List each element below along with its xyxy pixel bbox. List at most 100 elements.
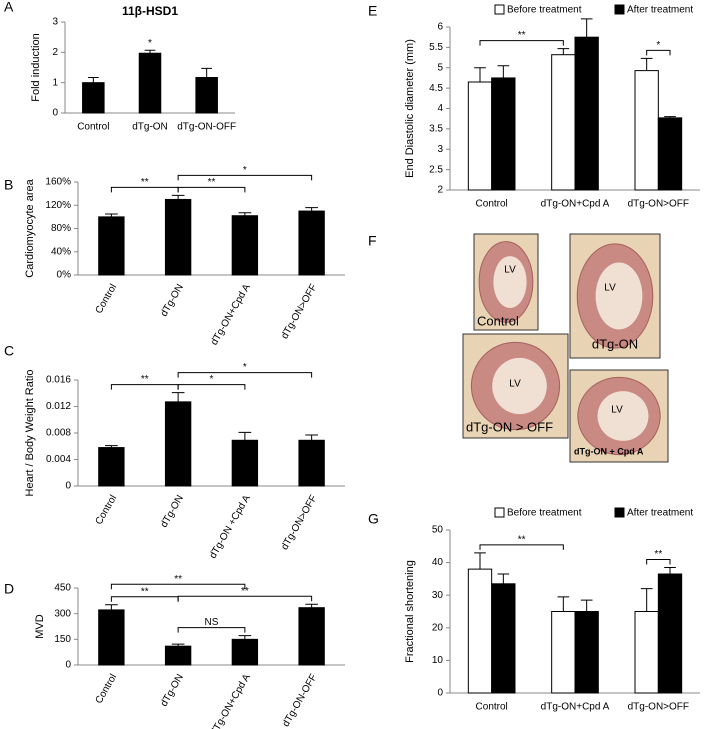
significance-bracket [177, 372, 313, 378]
legend-label: Before treatment [507, 508, 582, 519]
x-tick-label: dTg-ON+Cpd A [209, 282, 253, 347]
error-bar [474, 552, 486, 570]
error-bar [640, 57, 653, 71]
x-tick-label: dTg-ON +Cpd A [208, 493, 253, 561]
bar [164, 645, 192, 666]
x-tick-label: dTg-ON>OFF [628, 702, 689, 713]
error-bar [557, 596, 570, 612]
x-tick-label: dTg-ON>OFF [628, 199, 689, 210]
legend-label: Before treatment [507, 5, 582, 16]
bar [231, 439, 259, 487]
x-tick-label: dTg-ON+Cpd A [541, 199, 610, 210]
error-bar [238, 635, 252, 640]
x-tick-label: Control [94, 282, 120, 315]
significance-bracket [110, 583, 246, 590]
bar [491, 583, 516, 694]
significance: ** [518, 534, 526, 545]
bar [298, 439, 325, 487]
error-bar [238, 212, 252, 216]
image-label: LV [611, 405, 623, 416]
bar [298, 607, 325, 666]
x-tick-label: dTg-ON [159, 672, 186, 708]
significance-bracket [479, 544, 564, 550]
y-tick-label: 0.016 [46, 375, 71, 386]
panel-letter: G [368, 511, 379, 527]
bar [574, 611, 599, 694]
panel-letter: C [4, 343, 14, 359]
significance-bracket [177, 595, 313, 602]
bar [98, 609, 125, 666]
bar [231, 638, 259, 666]
bar [574, 36, 599, 191]
y-tick-label: 40 [432, 557, 444, 568]
x-tick-label: Control [77, 122, 109, 133]
error-bar [497, 65, 510, 78]
panel-letter: E [368, 3, 377, 19]
y-tick-label: 150 [54, 634, 71, 645]
x-tick-label: Control [94, 672, 120, 705]
significance: ** [208, 177, 216, 188]
error-bar [474, 67, 486, 83]
legend-swatch [614, 4, 625, 15]
bar [551, 54, 576, 191]
y-tick-label: 120% [45, 200, 71, 211]
error-bar [640, 588, 653, 612]
bar [634, 70, 659, 191]
image-caption: dTg-ON > OFF [466, 419, 553, 434]
y-tick-label: 2 [437, 185, 443, 196]
legend-label: After treatment [627, 508, 693, 519]
y-axis-label: MVD [34, 614, 46, 639]
bar [164, 401, 192, 487]
y-tick-label: 3 [52, 17, 58, 28]
y-tick-label: 30 [432, 590, 444, 601]
error-bar [305, 434, 318, 441]
bar [164, 198, 192, 276]
y-tick-label: 5 [437, 62, 443, 73]
x-tick-label: dTg-ON>OFF [279, 493, 319, 552]
significance-bracket [177, 627, 246, 633]
bar [467, 568, 493, 694]
bar [231, 215, 259, 276]
error-bar [105, 604, 118, 610]
error-bar [171, 392, 185, 402]
x-tick-label: dTg-ON+Cpd A [541, 702, 610, 713]
y-axis-label: Fractional shortening [404, 560, 416, 663]
y-tick-label: 0 [437, 688, 443, 699]
error-bar [238, 431, 252, 441]
error-bar [105, 213, 118, 217]
significance-bracket [479, 40, 564, 46]
y-axis-label: Cardiomyocyte area [24, 178, 36, 277]
significance-bracket [110, 186, 179, 193]
significance-bracket [110, 596, 179, 602]
y-tick-label: 2.5 [429, 164, 443, 175]
panel-letter: F [368, 233, 377, 249]
y-tick-label: 4.5 [429, 83, 443, 94]
y-tick-label: 300 [54, 608, 71, 619]
bar [491, 77, 516, 191]
x-tick-label: Control [94, 493, 120, 526]
bar [98, 216, 125, 276]
bar [138, 52, 162, 114]
legend-swatch [494, 507, 505, 518]
lumen [597, 391, 649, 441]
y-axis-label: Fold induction [30, 33, 42, 102]
bar [467, 81, 493, 191]
x-tick-label: Control [476, 702, 508, 713]
bar [657, 117, 683, 191]
error-bar [664, 116, 676, 118]
significance-bracket [177, 174, 313, 181]
significance: * [243, 165, 247, 176]
error-bar [87, 77, 99, 83]
image-caption: dTg-ON [592, 336, 638, 351]
error-bar [497, 573, 510, 584]
significance: * [210, 374, 214, 385]
image-caption: dTg-ON + Cpd A [574, 446, 644, 456]
significance: ** [174, 574, 182, 585]
significance-bracket [177, 186, 246, 193]
y-tick-label: 5.5 [429, 42, 443, 53]
y-axis-label: End Diastolic diameter (mm) [404, 39, 416, 178]
y-tick-label: 50 [432, 525, 444, 536]
y-tick-label: 10 [432, 655, 444, 666]
error-bar [580, 599, 593, 612]
y-tick-label: 0.012 [46, 401, 71, 412]
